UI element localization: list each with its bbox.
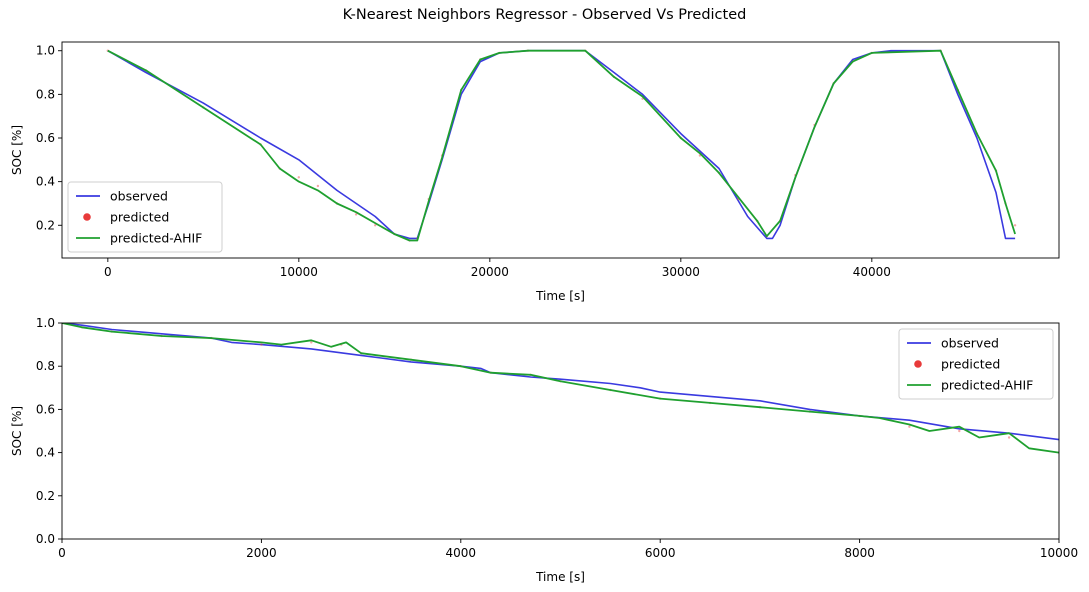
x-tick-label: 2000 bbox=[246, 546, 277, 560]
x-tick-label: 10000 bbox=[1040, 546, 1078, 560]
y-tick-label: 0.4 bbox=[36, 446, 55, 460]
data-point bbox=[260, 343, 263, 346]
x-tick-label: 10000 bbox=[280, 265, 318, 279]
legend-label: predicted-AHIF bbox=[110, 231, 202, 246]
y-tick-label: 0.8 bbox=[36, 87, 55, 101]
legend-label: predicted-AHIF bbox=[941, 378, 1033, 393]
legend-label: predicted bbox=[110, 210, 169, 225]
y-tick-label: 0.6 bbox=[36, 402, 55, 416]
x-tick-label: 8000 bbox=[844, 546, 875, 560]
data-point bbox=[1007, 436, 1011, 439]
legend-box bbox=[67, 181, 223, 253]
data-point bbox=[310, 341, 313, 344]
data-point bbox=[354, 213, 358, 216]
y-axis-label: SOC [%] bbox=[10, 125, 24, 175]
y-tick-label: 0.0 bbox=[36, 532, 55, 546]
data-point bbox=[1013, 224, 1017, 227]
data-point bbox=[908, 425, 911, 428]
axes-frame bbox=[61, 41, 1060, 259]
x-tick-label: 30000 bbox=[662, 265, 700, 279]
data-point bbox=[958, 429, 961, 433]
data-point bbox=[316, 184, 320, 188]
legend-label: observed bbox=[110, 189, 168, 204]
figure-title: K-Nearest Neighbors Regressor - Observed… bbox=[342, 7, 747, 23]
legend: observed predicted predicted-AHIF bbox=[67, 181, 223, 253]
legend-label: predicted bbox=[941, 357, 1000, 372]
legend-marker-predicted bbox=[914, 360, 922, 368]
series-line-predicted-AHIF bbox=[62, 323, 1059, 454]
x-tick-label: 4000 bbox=[446, 546, 477, 560]
series-predicted bbox=[106, 49, 1017, 242]
x-axis-label: Time [s] bbox=[535, 289, 585, 303]
x-tick-label: 0 bbox=[104, 265, 112, 279]
x-axis-label: Time [s] bbox=[535, 570, 585, 584]
x-tick-label: 6000 bbox=[645, 546, 676, 560]
legend-label: observed bbox=[941, 336, 999, 351]
y-tick-label: 0.6 bbox=[36, 131, 55, 145]
chart-panel-1: 0 10000 20000 30000 40000 0.2 0.4 0.6 0.8 1.0 Time… bbox=[10, 41, 1060, 303]
data-point bbox=[374, 224, 377, 227]
axes-frame bbox=[61, 322, 1060, 540]
y-tick-label: 0.4 bbox=[36, 175, 55, 189]
legend: observed predicted predicted-AHIF bbox=[898, 328, 1054, 400]
y-tick-label: 1.0 bbox=[36, 316, 55, 330]
series-line-observed bbox=[107, 49, 1016, 240]
plot-area bbox=[106, 49, 1017, 242]
legend-marker-predicted bbox=[83, 213, 91, 221]
x-tick-label: 0 bbox=[58, 546, 66, 560]
x-tick-label: 40000 bbox=[853, 265, 891, 279]
legend-box bbox=[898, 328, 1054, 400]
data-point bbox=[297, 176, 300, 179]
x-tick-label: 20000 bbox=[471, 265, 509, 279]
y-tick-label: 1.0 bbox=[36, 44, 55, 58]
y-tick-label: 0.2 bbox=[36, 218, 55, 232]
series-line-predicted-AHIF bbox=[107, 49, 1016, 242]
chart-panel-2: 0 2000 4000 6000 8000 10000 0.0 0.2 0.4 0.6 0.8 1.0… bbox=[10, 316, 1078, 584]
y-tick-label: 0.8 bbox=[36, 359, 55, 373]
y-axis-label: SOC [%] bbox=[10, 406, 24, 456]
y-tick-label: 0.2 bbox=[36, 489, 55, 503]
